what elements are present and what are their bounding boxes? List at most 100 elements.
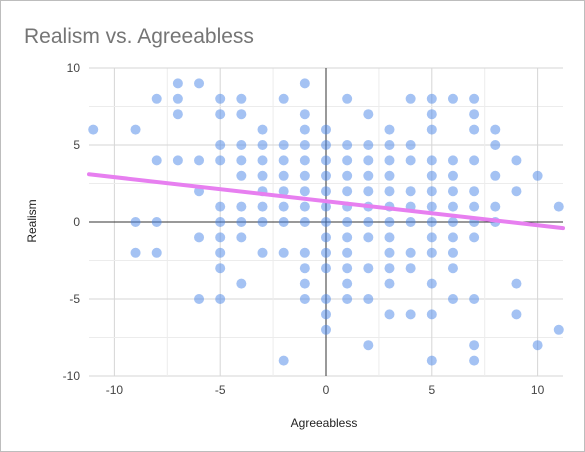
data-point — [405, 93, 416, 104]
data-point — [553, 324, 564, 335]
data-point — [490, 170, 501, 181]
data-point — [469, 232, 480, 243]
data-point — [321, 217, 331, 227]
data-point — [363, 217, 374, 227]
data-point — [278, 247, 289, 258]
data-point — [426, 247, 437, 258]
tick-labels: -10 -5 0 5 10 -10 -5 0 5 10 — [63, 61, 545, 397]
data-point — [426, 186, 437, 197]
data-point — [405, 217, 416, 227]
data-point — [299, 78, 310, 89]
data-point — [532, 170, 543, 181]
data-point — [299, 201, 310, 212]
data-point — [363, 109, 374, 120]
data-point — [215, 155, 226, 166]
data-point — [447, 217, 458, 227]
data-point — [469, 93, 480, 104]
data-point — [215, 217, 226, 227]
data-point — [469, 201, 480, 212]
data-point — [511, 155, 522, 166]
data-point — [447, 186, 458, 197]
data-points — [88, 78, 564, 366]
data-point — [299, 186, 310, 197]
data-point — [236, 140, 247, 150]
data-point — [469, 155, 480, 166]
data-point — [363, 294, 374, 304]
data-point — [384, 309, 395, 320]
data-point — [278, 170, 289, 181]
data-point — [511, 309, 522, 320]
data-point — [215, 247, 226, 258]
data-point — [384, 170, 395, 181]
data-point — [236, 232, 247, 243]
y-axis-label: Realism — [25, 199, 39, 242]
data-point — [447, 201, 458, 212]
x-tick-label: 10 — [531, 383, 545, 397]
data-point — [215, 263, 226, 274]
data-point — [426, 124, 437, 135]
data-point — [363, 186, 374, 197]
data-point — [299, 278, 310, 289]
x-axis-label: Agreeabless — [291, 416, 358, 430]
data-point — [469, 186, 480, 197]
data-point — [299, 217, 310, 227]
data-point — [278, 140, 289, 150]
data-point — [405, 155, 416, 166]
data-point — [151, 247, 162, 258]
data-point — [426, 155, 437, 166]
chart-title: Realism vs. Agreeabless — [24, 25, 254, 48]
data-point — [469, 340, 480, 351]
data-point — [257, 217, 268, 227]
data-point — [342, 155, 353, 166]
data-point — [321, 140, 331, 150]
data-point — [447, 155, 458, 166]
data-point — [321, 309, 331, 320]
data-point — [405, 247, 416, 258]
data-point — [321, 201, 331, 212]
data-point — [447, 294, 458, 304]
data-point — [151, 155, 162, 166]
data-point — [278, 355, 289, 366]
data-point — [215, 201, 226, 212]
data-point — [363, 140, 374, 150]
data-point — [278, 155, 289, 166]
data-point — [426, 217, 437, 227]
data-point — [342, 186, 353, 197]
data-point — [384, 232, 395, 243]
data-point — [384, 247, 395, 258]
trendline-group — [87, 172, 565, 231]
data-point — [257, 247, 268, 258]
x-tick-label: 5 — [428, 383, 435, 397]
data-point — [88, 124, 99, 135]
data-point — [342, 217, 353, 227]
data-point — [342, 170, 353, 181]
data-point — [342, 140, 353, 150]
data-point — [384, 124, 395, 135]
y-tick-label: -5 — [69, 292, 80, 306]
data-point — [426, 232, 437, 243]
trendline — [87, 172, 565, 231]
data-point — [363, 232, 374, 243]
data-point — [426, 201, 437, 212]
data-point — [321, 247, 331, 258]
data-point — [257, 140, 268, 150]
data-point — [236, 109, 247, 120]
data-point — [426, 170, 437, 181]
data-point — [321, 186, 331, 197]
data-point — [299, 140, 310, 150]
data-point — [363, 263, 374, 274]
data-point — [299, 124, 310, 135]
data-point — [363, 155, 374, 166]
data-point — [194, 294, 205, 304]
data-point — [278, 201, 289, 212]
data-point — [257, 201, 268, 212]
data-point — [172, 109, 183, 120]
y-tick-label: 5 — [73, 138, 80, 152]
data-point — [215, 232, 226, 243]
data-point — [172, 93, 183, 104]
data-point — [384, 217, 395, 227]
data-point — [130, 247, 141, 258]
data-point — [321, 294, 331, 304]
